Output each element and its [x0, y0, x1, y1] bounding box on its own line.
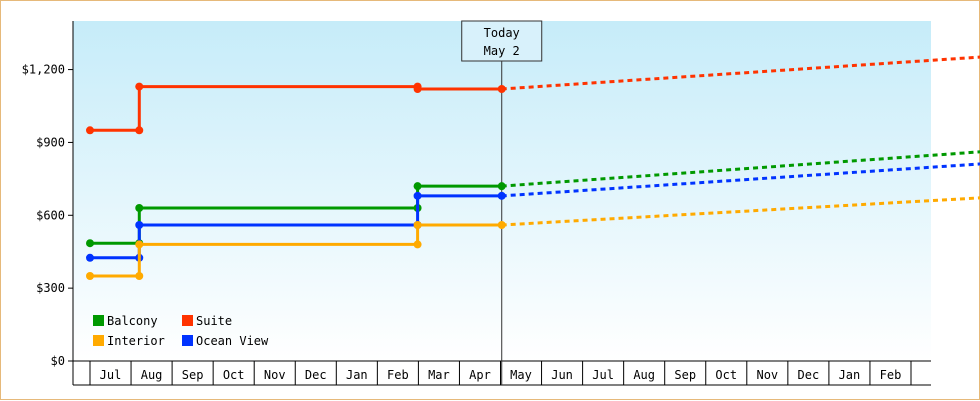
series-point — [135, 272, 144, 280]
series-point — [135, 221, 144, 229]
today-box — [461, 20, 543, 62]
x-tick-label: Dec — [305, 368, 327, 382]
series-forecast-line — [501, 162, 980, 198]
x-tick-label: Nov — [756, 368, 778, 382]
series-history-line — [90, 85, 502, 132]
series-point — [135, 204, 144, 212]
series-balcony — [86, 150, 980, 248]
series-point — [413, 85, 422, 93]
legend-label: Suite — [196, 314, 232, 328]
series-point — [497, 85, 506, 93]
y-tick-label: $1,200 — [22, 63, 65, 77]
today-date: May 2 — [484, 44, 520, 58]
series-suite — [86, 55, 980, 135]
series-history-line — [90, 194, 502, 260]
series-point — [497, 182, 506, 191]
x-tick-label: Jan — [839, 368, 861, 382]
series-forecast-line — [501, 55, 980, 91]
series-point — [86, 253, 94, 262]
x-tick-label: Oct — [715, 368, 737, 382]
x-tick-label: Apr — [469, 368, 491, 382]
today-marker: Today May 2 — [461, 20, 543, 385]
y-tick-label: $0 — [51, 354, 65, 368]
y-tick-label: $300 — [36, 281, 65, 295]
x-tick-label: Feb — [880, 368, 902, 382]
series-point — [497, 221, 506, 229]
x-tick-label: Feb — [387, 368, 409, 382]
legend-label: Balcony — [107, 314, 158, 328]
series-point — [135, 82, 144, 91]
series-point — [413, 240, 422, 249]
x-tick-label: Sep — [674, 368, 696, 382]
legend-swatch — [93, 315, 104, 326]
series-point — [135, 240, 144, 249]
series-forecast-line — [501, 196, 980, 227]
series-forecast-line — [501, 150, 980, 188]
series-point — [86, 239, 94, 248]
x-tick-label: Oct — [223, 368, 245, 382]
legend-swatch — [182, 335, 193, 346]
series-point — [413, 182, 422, 191]
x-tick-label: Jun — [551, 368, 573, 382]
x-tick-label: Mar — [428, 368, 450, 382]
legend: Balcony Suite Interior Ocean View — [93, 314, 269, 348]
x-tick-label: Jan — [346, 368, 368, 382]
series-history-line — [90, 184, 502, 245]
x-tick-label: May — [510, 368, 532, 382]
y-axis: $0 $300 $600 $900 $1,200 — [22, 21, 74, 385]
x-tick-label: Aug — [633, 368, 655, 382]
series-point — [497, 191, 506, 200]
series-interior — [86, 196, 980, 280]
series-layer — [86, 55, 980, 280]
legend-swatch — [93, 335, 104, 346]
x-axis: Jul Aug Sep Oct Nov Dec Jan Feb Mar Apr May Jun Jul A… — [73, 360, 931, 386]
series-point — [86, 272, 94, 280]
series-point — [86, 126, 94, 135]
x-tick-label: Sep — [182, 368, 204, 382]
series-point — [135, 126, 144, 135]
series-point — [413, 221, 422, 229]
y-tick-label: $600 — [36, 208, 65, 222]
series-point — [413, 191, 422, 200]
y-tick-label: $900 — [36, 135, 65, 149]
x-tick-label: Aug — [141, 368, 163, 382]
x-tick-label: Jul — [100, 368, 122, 382]
x-tick-label: Nov — [264, 368, 286, 382]
series-history-line — [90, 223, 502, 278]
x-tick-label: Dec — [798, 368, 820, 382]
legend-label: Ocean View — [196, 334, 269, 348]
today-label: Today — [484, 26, 520, 40]
legend-label: Interior — [107, 334, 165, 348]
x-tick-label: Jul — [592, 368, 614, 382]
legend-swatch — [182, 315, 193, 326]
